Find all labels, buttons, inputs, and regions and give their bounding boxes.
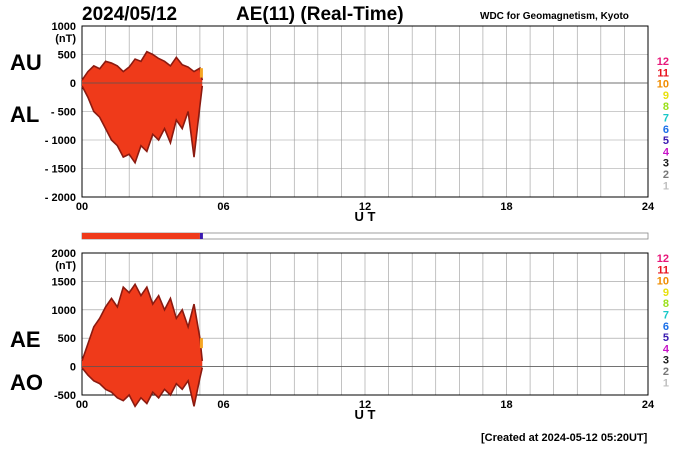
station-count-label: 7 xyxy=(663,310,669,322)
station-count-label: 3 xyxy=(663,355,669,367)
x-tick-label: 00 xyxy=(76,399,88,411)
station-count-label: 8 xyxy=(663,101,669,113)
series-line-al xyxy=(81,85,204,165)
station-count-label: 1 xyxy=(663,180,669,192)
x-tick-label: 18 xyxy=(500,201,512,213)
y-tick-label: 500 xyxy=(58,50,76,62)
y-tick-label: -500 xyxy=(54,390,76,402)
y-unit-label: (nT) xyxy=(55,33,76,45)
station-count-label: 12 xyxy=(657,253,669,265)
series-line-ae xyxy=(81,282,204,362)
station-count-label: 3 xyxy=(663,158,669,170)
y-tick-label: 1500 xyxy=(52,276,76,288)
station-count-label: 1 xyxy=(663,377,669,389)
station-count-label: 5 xyxy=(663,135,669,147)
plot-frame xyxy=(81,25,649,198)
station-count-label: 12 xyxy=(657,56,669,68)
station-count-label: 11 xyxy=(657,67,669,79)
latest-data-marker xyxy=(199,338,203,349)
x-tick-label: 06 xyxy=(217,201,229,213)
x-tick-label: 12 xyxy=(359,201,371,213)
station-count-label: 6 xyxy=(663,124,669,136)
station-count-label: 5 xyxy=(663,332,669,344)
y-unit-label: (nT) xyxy=(55,260,76,272)
y-tick-label: - 1000 xyxy=(45,135,76,147)
station-count-label: 2 xyxy=(663,366,669,378)
envelope-area xyxy=(82,284,203,407)
x-tick-label: 00 xyxy=(76,201,88,213)
data-provider-credit: WDC for Geomagnetism, Kyoto xyxy=(480,11,629,22)
y-tick-label: 2000 xyxy=(52,248,76,260)
ao-label: AO xyxy=(10,370,43,395)
x-tick-label: 12 xyxy=(359,399,371,411)
y-tick-label: 0 xyxy=(70,362,76,374)
x-tick-label: 24 xyxy=(642,399,655,411)
y-tick-label: 0 xyxy=(70,78,76,90)
series-line-ao xyxy=(81,367,204,408)
coverage-bar-tip xyxy=(199,233,203,239)
y-tick-label: - 1500 xyxy=(45,164,76,176)
latest-data-marker xyxy=(199,68,203,78)
series-line-au xyxy=(81,50,204,81)
x-tick-label: 24 xyxy=(642,201,655,213)
station-count-label: 9 xyxy=(663,287,669,299)
ae-ao-panel: 2000 1500 1000 500 0 -500 (nT) 00 06 12 18 24 U T xyxy=(52,248,655,422)
chart-index-title: AE(11) (Real-Time) xyxy=(236,4,404,25)
station-count-label: 4 xyxy=(663,146,670,158)
au-label: AU xyxy=(10,50,42,75)
station-count-label: 9 xyxy=(663,90,669,102)
station-count-label: 2 xyxy=(663,169,669,181)
created-timestamp: [Created at 2024-05-12 05:20UT] xyxy=(481,432,648,444)
coverage-bar-fill xyxy=(82,233,200,239)
x-axis-label: U T xyxy=(355,209,376,224)
y-tick-label: 1000 xyxy=(52,21,76,33)
station-count-label: 8 xyxy=(663,298,669,310)
station-count-label: 7 xyxy=(663,113,669,125)
au-al-panel: 1000 500 0 - 500 - 1000 - 1500 - 2000 (nT) 00 06 1… xyxy=(45,21,655,224)
y-tick-label: 500 xyxy=(58,333,76,345)
al-label: AL xyxy=(10,102,40,127)
station-count-label: 11 xyxy=(657,264,669,276)
data-coverage-bar xyxy=(81,232,649,240)
y-tick-label: - 500 xyxy=(51,107,76,119)
x-tick-label: 06 xyxy=(217,399,229,411)
y-tick-label: 1000 xyxy=(52,305,76,317)
station-count-label: 6 xyxy=(663,321,669,333)
x-tick-label: 18 xyxy=(500,399,512,411)
x-axis-label: U T xyxy=(355,407,376,422)
chart-date: 2024/05/12 xyxy=(82,4,178,25)
plot-frame xyxy=(81,252,649,396)
y-tick-label: - 2000 xyxy=(45,192,76,204)
station-count-label: 4 xyxy=(663,343,670,355)
ae-label: AE xyxy=(10,327,41,352)
station-count-label: 10 xyxy=(657,79,669,91)
station-count-label: 10 xyxy=(657,276,669,288)
